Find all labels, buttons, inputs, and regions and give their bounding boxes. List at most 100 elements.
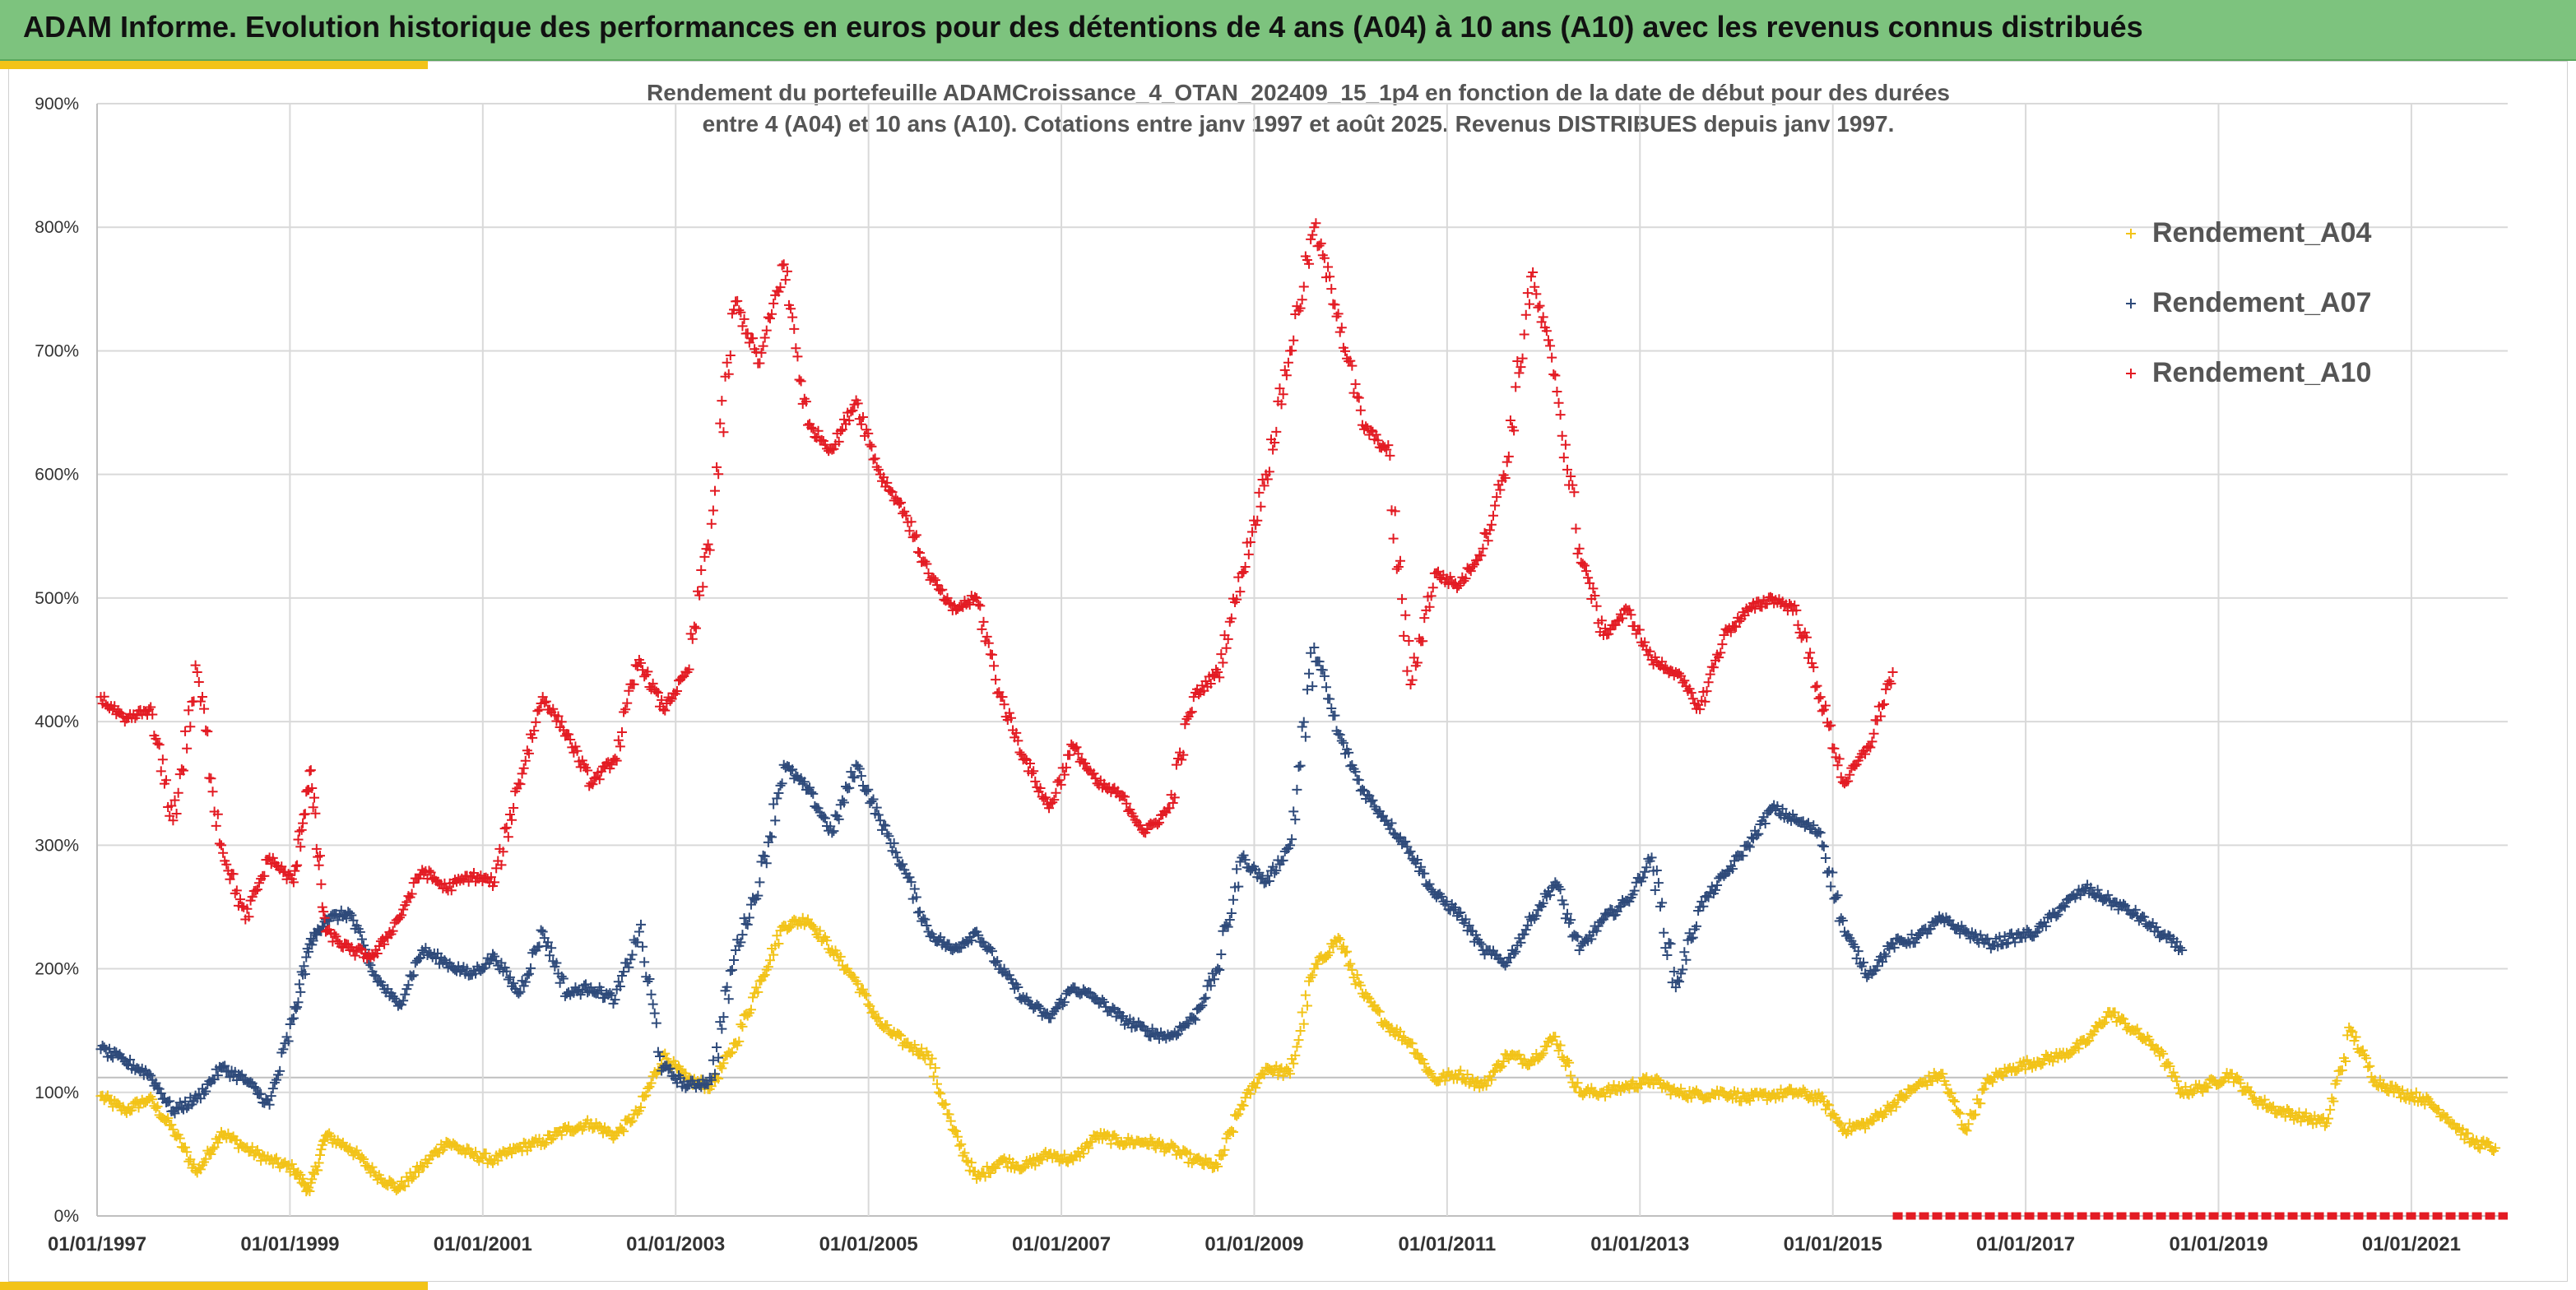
data-point	[1569, 487, 1580, 498]
data-point	[1536, 317, 1547, 327]
data-point	[846, 406, 856, 417]
data-point	[288, 877, 299, 888]
data-point	[964, 599, 975, 610]
data-point	[880, 820, 891, 831]
data-point	[837, 795, 847, 805]
data-point	[1791, 605, 1802, 615]
data-point	[838, 414, 849, 425]
data-point	[1142, 1026, 1153, 1037]
data-point	[144, 704, 155, 715]
data-point	[1831, 892, 1841, 903]
data-point	[616, 727, 627, 738]
data-point	[1571, 1082, 1581, 1093]
data-point	[725, 350, 736, 361]
data-point	[1037, 1154, 1047, 1165]
data-point	[1245, 537, 1256, 548]
data-point	[935, 585, 946, 596]
data-point	[151, 1078, 161, 1088]
data-point	[1889, 942, 1900, 953]
data-point	[518, 1137, 529, 1148]
data-point	[866, 441, 877, 452]
data-point	[2119, 1014, 2129, 1024]
x-tick-label: 01/01/2003	[626, 1233, 725, 1255]
data-point	[1558, 452, 1569, 463]
data-point	[264, 1099, 275, 1110]
data-point	[627, 1116, 638, 1126]
data-point	[400, 989, 411, 1000]
data-point	[828, 826, 839, 837]
data-point	[2130, 904, 2141, 915]
data-point	[113, 1098, 123, 1109]
y-tick-label: 200%	[35, 960, 79, 979]
data-point	[732, 295, 743, 306]
data-point	[1065, 749, 1075, 760]
data-point	[513, 988, 524, 999]
data-point	[1547, 883, 1557, 893]
data-point	[2235, 1078, 2246, 1088]
data-point	[770, 815, 781, 826]
data-point	[480, 1148, 491, 1158]
data-point	[2202, 1083, 2213, 1093]
data-point	[844, 782, 855, 793]
data-point	[1572, 931, 1583, 942]
data-point	[1662, 1080, 1673, 1091]
data-point	[1784, 599, 1794, 610]
data-point	[1911, 933, 1922, 943]
data-point	[846, 767, 856, 777]
data-point	[1875, 711, 1886, 722]
data-point	[806, 787, 817, 797]
data-point	[1579, 560, 1590, 571]
data-point	[652, 1046, 663, 1057]
data-point	[532, 706, 543, 717]
data-point	[1276, 399, 1287, 410]
data-point	[641, 1090, 652, 1101]
y-tick-label: 600%	[35, 466, 79, 485]
data-point	[682, 1081, 693, 1092]
data-point	[1350, 378, 1361, 389]
data-point	[556, 971, 567, 981]
data-point	[1705, 669, 1715, 680]
data-point	[261, 1094, 272, 1105]
data-point	[1049, 795, 1060, 805]
data-point	[715, 418, 726, 429]
data-point	[295, 842, 306, 852]
data-point	[403, 980, 414, 991]
data-point	[1073, 749, 1084, 759]
data-point	[2170, 1071, 2180, 1082]
data-point	[2158, 1048, 2169, 1059]
data-point	[759, 969, 770, 980]
data-point	[1572, 548, 1583, 559]
data-point	[885, 485, 896, 496]
data-point	[1219, 1144, 1230, 1155]
data-point	[332, 915, 343, 926]
data-point	[1118, 791, 1129, 801]
data-point	[498, 847, 508, 857]
data-point	[787, 312, 798, 322]
data-point	[206, 1149, 216, 1160]
data-point	[827, 828, 838, 838]
data-point	[1027, 768, 1037, 778]
data-point	[1419, 613, 1430, 624]
data-point	[522, 970, 532, 981]
data-point	[2337, 1065, 2347, 1075]
data-point	[1624, 1084, 1635, 1094]
data-point	[1059, 769, 1070, 780]
data-point	[906, 877, 917, 888]
data-point	[290, 865, 300, 876]
data-point	[904, 526, 915, 536]
data-point	[837, 425, 847, 435]
data-point	[665, 696, 675, 707]
data-point	[794, 374, 805, 385]
data-point	[1650, 884, 1660, 895]
data-point	[168, 1124, 179, 1135]
data-point	[250, 1083, 261, 1093]
data-point	[2021, 925, 2032, 935]
data-point	[351, 1145, 362, 1156]
data-point	[1004, 708, 1014, 718]
data-point	[304, 766, 315, 777]
data-point	[1216, 949, 1227, 960]
data-point	[193, 676, 204, 687]
data-point	[307, 782, 318, 793]
data-point	[696, 565, 707, 576]
data-point	[1502, 457, 1512, 467]
